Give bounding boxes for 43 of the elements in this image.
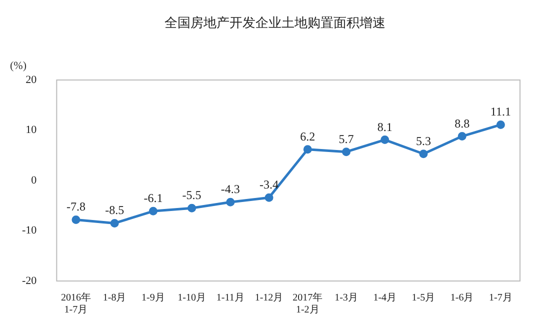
data-label: -5.5	[182, 188, 202, 202]
x-tick-label: 2016年 1-7月	[60, 292, 91, 316]
x-tick-label: 1-6月	[450, 292, 474, 304]
data-label: 11.1	[490, 104, 511, 119]
y-tick-label: 20	[26, 74, 38, 86]
y-tick-label: 10	[26, 124, 38, 136]
point	[496, 120, 505, 129]
data-label: -4.3	[220, 182, 240, 196]
x-tick-label: 1-4月	[373, 292, 397, 304]
point	[148, 206, 158, 216]
point	[110, 218, 119, 228]
data-label: 8.8	[454, 116, 470, 130]
x-tick-label: 1-9月	[142, 292, 165, 304]
data-label: 5.7	[338, 132, 354, 146]
point	[458, 132, 466, 141]
y-tick-label: 0	[31, 174, 38, 186]
point	[303, 145, 312, 154]
y-tick-label: -10	[22, 224, 38, 237]
data-label: -7.8	[66, 200, 86, 214]
x-tick-label: 1-5月	[412, 292, 436, 304]
x-tick-label: 1-12月	[254, 292, 284, 304]
data-label: -8.5	[105, 203, 124, 218]
point	[188, 204, 196, 212]
point	[342, 148, 350, 156]
point	[72, 215, 80, 224]
y-axis-title: (%)	[10, 60, 26, 72]
x-tick-label: 1-7月	[489, 292, 512, 304]
point	[226, 198, 235, 206]
point	[419, 150, 428, 158]
x-tick-label: 1-10月	[178, 292, 206, 304]
x-tick-label: 1-3月	[334, 292, 358, 304]
data-label: -6.1	[144, 191, 163, 206]
data-label: 8.1	[377, 120, 392, 134]
data-label: 6.2	[300, 129, 316, 144]
data-label: -3.4	[260, 178, 279, 192]
chart-title: 全国房地产开发企业土地购置面积增速	[164, 15, 386, 32]
point	[380, 136, 390, 144]
point	[264, 193, 274, 202]
x-tick-label: 1-8月	[102, 292, 126, 304]
y-tick-label: -20	[22, 274, 38, 287]
data-label: 5.3	[416, 134, 431, 148]
x-tick-label: 2017年 1-2月	[292, 292, 323, 316]
x-tick-label: 1-11月	[216, 292, 244, 304]
